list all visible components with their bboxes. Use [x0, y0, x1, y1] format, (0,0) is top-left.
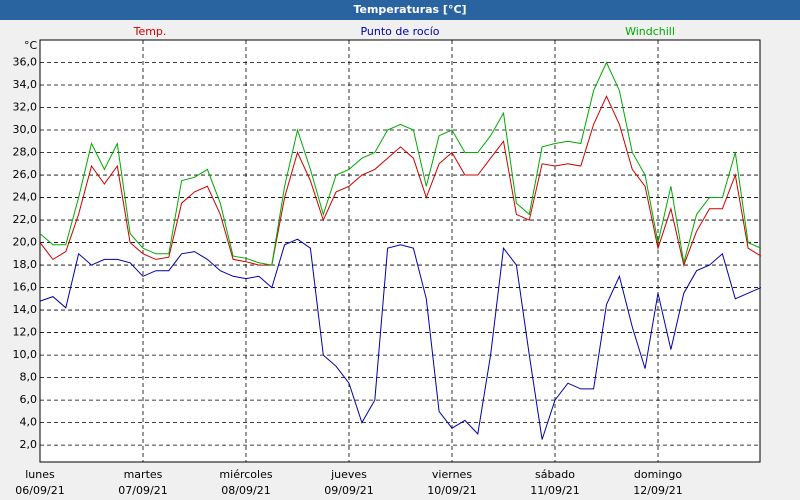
series-line [39, 61, 762, 266]
x-tick-label: jueves 09/09/21 [324, 468, 374, 497]
y-tick-label: 30,0 [13, 123, 38, 136]
x-tick-label: lunes 06/09/21 [15, 468, 65, 497]
y-tick-label: 10,0 [13, 348, 38, 361]
x-tick-label: sábado 11/09/21 [530, 468, 580, 497]
legend-label: Temp. [133, 25, 167, 38]
y-tick-label: 32,0 [13, 101, 38, 114]
x-tick-label: viernes 10/09/21 [427, 468, 477, 497]
chart-title: Temperaturas [°C] [353, 3, 466, 16]
title-bar [0, 0, 800, 20]
y-tick-label: 8,0 [20, 371, 38, 384]
x-tick-label: martes 07/09/21 [118, 468, 168, 497]
y-tick-label: 20,0 [13, 236, 38, 249]
y-tick-label: 34,0 [13, 78, 38, 91]
y-tick-label: 14,0 [13, 303, 38, 316]
series-line [39, 238, 762, 440]
y-tick-label: 6,0 [20, 393, 38, 406]
x-tick-label: miércoles 08/09/21 [219, 468, 273, 497]
series-line [39, 95, 762, 267]
y-tick-label: 22,0 [13, 213, 38, 226]
legend-label: Punto de rocío [360, 25, 439, 38]
y-tick-label: 24,0 [13, 191, 38, 204]
y-tick-label: 18,0 [13, 258, 38, 271]
y-tick-label: 28,0 [13, 146, 38, 159]
plot-area [39, 39, 761, 463]
y-tick-label: 26,0 [13, 168, 38, 181]
y-unit: °C [24, 39, 38, 52]
legend-label: Windchill [625, 25, 675, 38]
y-tick-label: 4,0 [20, 416, 38, 429]
x-tick-label: domingo 12/09/21 [633, 468, 683, 497]
y-tick-label: 16,0 [13, 281, 38, 294]
y-tick-label: 12,0 [13, 326, 38, 339]
y-tick-label: 2,0 [20, 438, 38, 451]
y-tick-label: 36,0 [13, 56, 38, 69]
